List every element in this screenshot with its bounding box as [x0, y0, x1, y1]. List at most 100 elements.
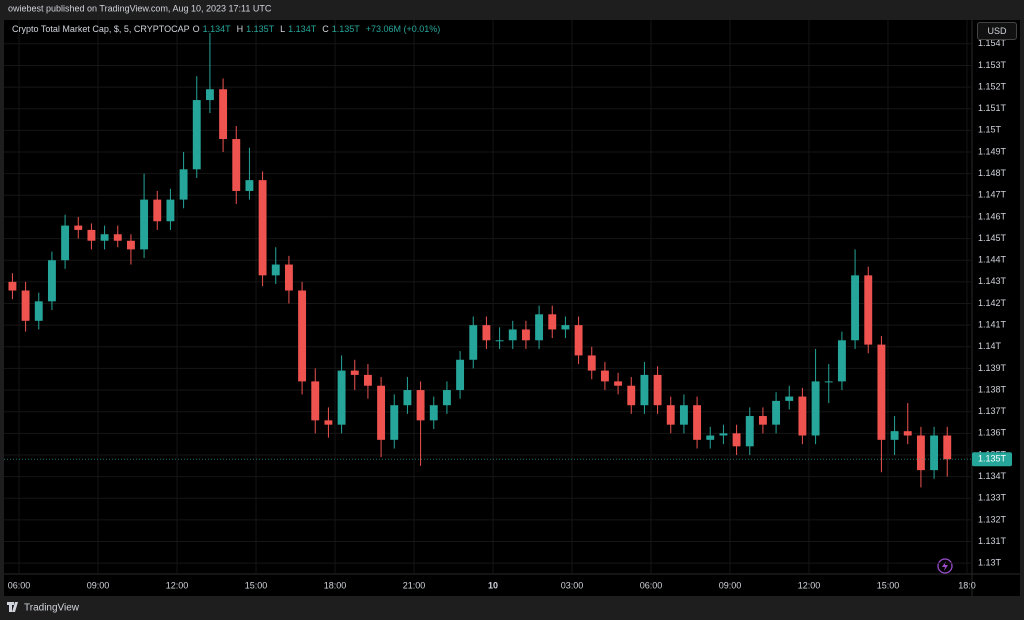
candle-body	[640, 374, 649, 406]
candle-body	[508, 329, 517, 341]
y-tick-label: 1.151T	[978, 103, 1007, 113]
y-tick-label: 1.154T	[978, 38, 1007, 48]
y-tick-label: 1.132T	[978, 514, 1007, 524]
candle-body	[798, 396, 807, 436]
flash-circle[interactable]	[937, 558, 953, 574]
candle-body	[258, 180, 267, 276]
x-tick-label: 18:00	[324, 580, 347, 590]
candle-body	[113, 234, 122, 241]
candle-body	[166, 199, 175, 222]
y-tick-label: 1.131T	[978, 536, 1007, 546]
x-tick-label: 06:00	[640, 580, 663, 590]
candle-body	[706, 435, 715, 440]
time-axis	[4, 574, 1020, 596]
candle-body	[403, 390, 412, 406]
candle-body	[719, 433, 728, 436]
candle-body	[561, 325, 570, 330]
candle-body	[271, 264, 280, 276]
candle-body	[232, 139, 241, 191]
candle-body	[377, 385, 386, 440]
candle-body	[456, 359, 465, 391]
candle-body	[785, 396, 794, 401]
candle-body	[34, 301, 43, 321]
candle-body	[837, 340, 846, 382]
candle-body	[916, 435, 925, 471]
candle-body	[732, 433, 741, 447]
candle-body	[205, 89, 214, 101]
candle-body	[930, 435, 939, 471]
y-tick-label: 1.147T	[978, 190, 1007, 200]
candle-body	[587, 355, 596, 371]
flash-icon[interactable]	[937, 558, 953, 574]
candle-body	[390, 405, 399, 440]
y-tick-label: 1.14T	[978, 341, 1002, 351]
legend-value: 1.134T	[202, 24, 231, 34]
symbol: Crypto Total Market Cap, $, 5, CRYPTOCAP	[12, 24, 190, 34]
y-tick-label: 1.152T	[978, 81, 1007, 91]
candle-body	[8, 281, 17, 291]
candle-body	[521, 329, 530, 341]
candle-body	[469, 325, 478, 360]
publisher: owiebest published on TradingView.com, A…	[8, 3, 272, 13]
y-tick-label: 1.149T	[978, 146, 1007, 156]
x-tick-label: 15:00	[245, 580, 268, 590]
candle-body	[61, 225, 70, 261]
y-tick-label: 1.146T	[978, 211, 1007, 221]
x-tick-label: 18:0	[958, 580, 976, 590]
last-price-box	[972, 452, 1012, 467]
candle-body	[495, 340, 504, 342]
x-tick-label: 12:00	[798, 580, 821, 590]
x-tick-label: 09:00	[719, 580, 742, 590]
y-tick-label: 1.136T	[978, 428, 1007, 438]
x-tick-label: 15:00	[877, 580, 900, 590]
flash-bolt[interactable]	[942, 561, 948, 571]
currency-button[interactable]: USD	[977, 22, 1017, 40]
candle-body	[416, 390, 425, 421]
candle-body	[811, 381, 820, 436]
candle-body	[877, 344, 886, 440]
candle-body	[864, 275, 873, 345]
y-tick-label: 1.138T	[978, 384, 1007, 394]
candle-body	[614, 381, 623, 386]
candle-body	[666, 405, 675, 425]
candle-body	[219, 89, 228, 140]
y-tick-label: 1.148T	[978, 168, 1007, 178]
legend: Crypto Total Market Cap, $, 5, CRYPTOCAP…	[12, 24, 443, 34]
candle-body	[535, 314, 544, 341]
candle-body	[21, 290, 30, 321]
candle-body	[245, 180, 254, 191]
candle-body	[126, 240, 135, 250]
brand-name: TradingView	[24, 603, 80, 614]
candle-body	[179, 169, 188, 200]
candle-body	[653, 374, 662, 406]
x-tick-label: 12:00	[166, 580, 189, 590]
candle-body	[745, 416, 754, 447]
y-tick-label: 1.153T	[978, 60, 1007, 70]
candle-body	[548, 314, 557, 330]
legend-key: H	[236, 24, 244, 34]
candle-body	[627, 385, 636, 406]
candle-body	[574, 325, 583, 356]
candle-body	[851, 275, 860, 341]
candle-body	[324, 420, 333, 425]
candle-body	[772, 400, 781, 425]
candle-body	[298, 290, 307, 382]
y-tick-label: 1.133T	[978, 493, 1007, 503]
y-tick-label: 1.142T	[978, 298, 1007, 308]
y-tick-label: 1.13T	[978, 558, 1002, 568]
candle-body	[311, 381, 320, 421]
y-tick-label: 1.144T	[978, 255, 1007, 265]
legend-key: C	[322, 24, 329, 34]
plot-area	[4, 20, 1020, 574]
legend-key: O	[192, 24, 200, 34]
x-tick-label: 06:00	[8, 580, 31, 590]
x-tick-label: 03:00	[561, 580, 584, 590]
y-tick-label: 1.143T	[978, 276, 1007, 286]
candle-body	[74, 225, 83, 230]
y-tick-label: 1.141T	[978, 320, 1007, 330]
candle-body	[87, 229, 96, 241]
candle-body	[363, 374, 372, 386]
candle-body	[679, 405, 688, 425]
